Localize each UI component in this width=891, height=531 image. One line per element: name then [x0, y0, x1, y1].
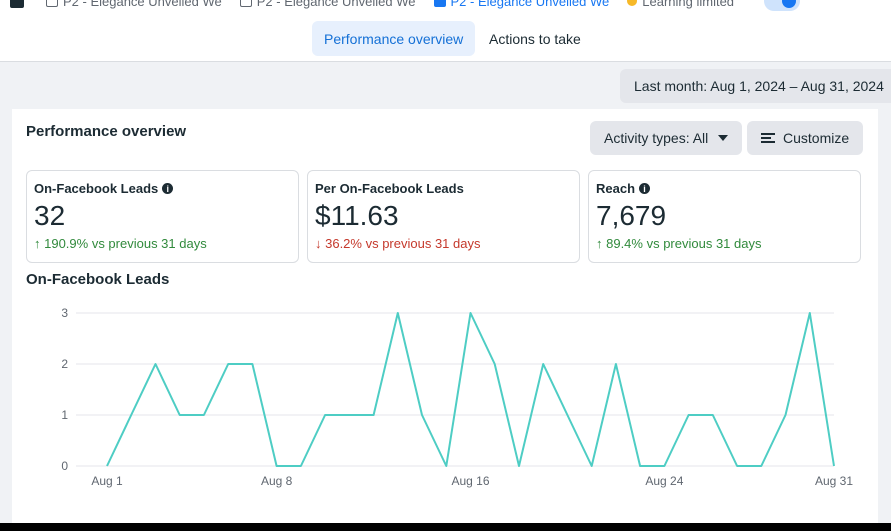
metric-reach[interactable]: Reach i 7,679 ↑ 89.4% vs previous 31 days — [588, 170, 861, 263]
breadcrumb: P2 - Elegance Unveiled We P2 - Elegance … — [0, 0, 891, 12]
leads-line-chart: 0 1 2 3 Aug 1 Aug 8 Aug 16 Aug 24 Aug 31 — [61, 306, 853, 488]
campaign-icon — [46, 0, 58, 7]
x-tick-label: Aug 24 — [645, 474, 683, 488]
ad-icon — [433, 0, 446, 7]
metric-change: ↑ 190.9% vs previous 31 days — [34, 236, 207, 251]
breadcrumb-campaign[interactable]: P2 - Elegance Unveiled We — [46, 0, 222, 9]
metric-value: $11.63 — [315, 200, 399, 231]
chart-title: On-Facebook Leads — [26, 271, 170, 288]
breadcrumb-adset[interactable]: P2 - Elegance Unveiled We — [239, 0, 416, 9]
info-icon[interactable]: i — [162, 183, 174, 194]
customize-button[interactable]: Customize — [747, 121, 864, 155]
metric-on-facebook-leads[interactable]: On-Facebook Leads i 32 ↑ 190.9% vs previo… — [26, 170, 299, 263]
x-tick-label: Aug 16 — [451, 474, 489, 488]
y-tick-label: 0 — [61, 459, 68, 473]
y-tick-label: 3 — [61, 306, 68, 320]
x-tick-label: Aug 1 — [91, 474, 123, 488]
panel-icon[interactable] — [10, 0, 24, 8]
breadcrumb-ad[interactable]: P2 - Elegance Unveiled We — [433, 0, 609, 9]
x-tick-label: Aug 31 — [815, 474, 853, 488]
warning-dot-icon — [627, 0, 638, 6]
metric-value: 7,679 — [596, 200, 667, 231]
y-tick-label: 2 — [61, 357, 68, 371]
customize-icon — [761, 133, 775, 143]
metric-label: Reach — [596, 181, 636, 196]
tab-bar: Performance overview Actions to take — [0, 12, 891, 62]
y-tick-label: 1 — [61, 408, 68, 422]
metric-value: 32 — [34, 200, 66, 231]
card-title: Performance overview — [26, 123, 187, 140]
ad-toggle[interactable] — [764, 0, 801, 11]
series-line — [106, 312, 835, 467]
metric-change: ↓ 36.2% vs previous 31 days — [315, 236, 481, 251]
adset-icon — [239, 0, 252, 7]
date-row: Last month: Aug 1, 2024 – Aug 31, 2024 — [0, 63, 891, 109]
metric-change: ↑ 89.4% vs previous 31 days — [596, 236, 762, 251]
date-range-picker[interactable]: Last month: Aug 1, 2024 – Aug 31, 2024 — [620, 69, 891, 103]
tab-actions-to-take[interactable]: Actions to take — [489, 30, 581, 47]
x-tick-label: Aug 8 — [261, 474, 293, 488]
performance-card: Performance overview Activity types: All… — [12, 109, 878, 531]
bottom-edge — [0, 523, 891, 531]
metric-label: On-Facebook Leads — [34, 181, 159, 196]
metric-cost-per-lead[interactable]: Per On-Facebook Leads $11.63 ↓ 36.2% vs … — [307, 170, 580, 263]
learning-status[interactable]: Learning limited — [627, 0, 734, 9]
chevron-down-icon — [718, 135, 729, 141]
info-icon[interactable]: i — [639, 183, 651, 194]
tab-performance-overview[interactable]: Performance overview — [312, 21, 476, 56]
activity-types-dropdown[interactable]: Activity types: All — [590, 121, 743, 155]
metric-label: Per On-Facebook Leads — [315, 181, 464, 196]
